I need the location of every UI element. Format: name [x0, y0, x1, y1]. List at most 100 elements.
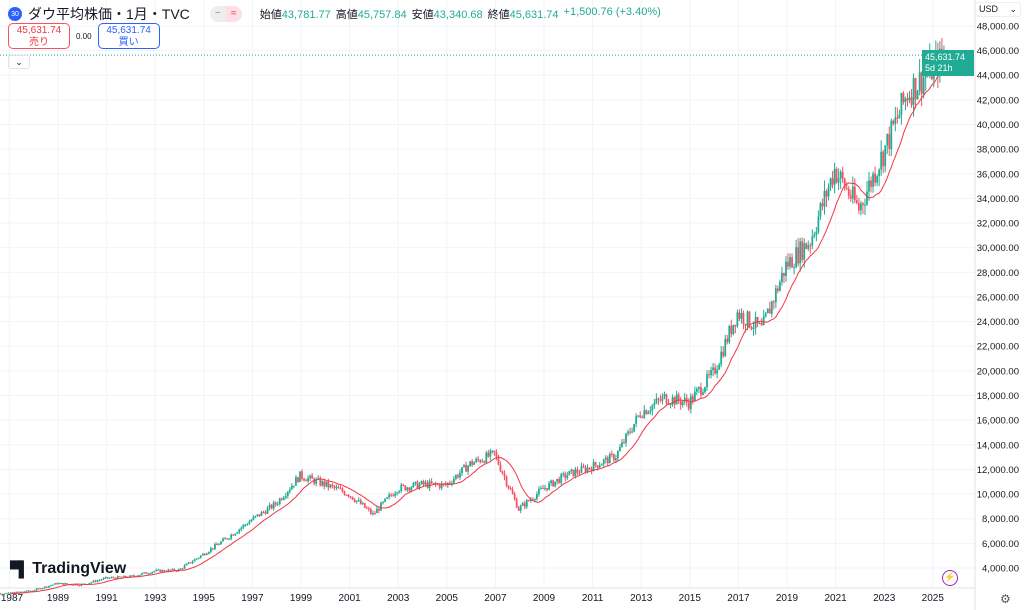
- candle-body: [284, 495, 287, 498]
- candle-body: [21, 591, 24, 593]
- candle-body: [351, 496, 354, 500]
- candle-body: [582, 466, 585, 468]
- y-tick-label: 8,000.00: [982, 514, 1019, 525]
- candle-body: [268, 504, 271, 508]
- candle-body: [920, 72, 923, 94]
- candle-body: [96, 580, 99, 582]
- candle-body: [758, 322, 761, 324]
- candle-body: [236, 532, 239, 534]
- trade-panel: 45,631.74 売り 0.00 45,631.74 買い: [8, 23, 160, 49]
- candle-body: [27, 590, 30, 592]
- candle-body: [900, 93, 903, 115]
- approx-icon[interactable]: ≈: [225, 6, 242, 22]
- lightning-icon[interactable]: ⚡: [942, 570, 958, 586]
- candle-body: [145, 572, 147, 574]
- tradingview-logo[interactable]: ▀▌ TradingView: [10, 560, 127, 578]
- candle-body: [246, 524, 249, 526]
- candle-body: [197, 557, 200, 559]
- candle-body: [264, 511, 267, 514]
- candle-body: [258, 514, 261, 516]
- last-price-label: 45,631.74 5d 21h: [922, 50, 974, 76]
- candle-body: [418, 484, 421, 489]
- symbol-title[interactable]: ダウ平均株価・1月・TVC: [28, 6, 190, 22]
- candle-body: [392, 495, 395, 497]
- candle-body: [805, 243, 808, 249]
- compare-toggle[interactable]: − ≈: [209, 6, 242, 22]
- candle-body: [835, 168, 838, 183]
- candle-body: [299, 471, 301, 482]
- candle-body: [710, 370, 712, 376]
- legend-header: 30 ダウ平均株価・1月・TVC − ≈ 始値43,781.77 高値45,757…: [8, 4, 661, 24]
- candle-body: [88, 583, 91, 585]
- candle-body: [47, 585, 50, 588]
- candle-body: [371, 512, 374, 514]
- y-tick-label: 22,000.00: [977, 342, 1019, 353]
- candle-body: [517, 507, 520, 511]
- candle-body: [712, 367, 714, 371]
- settings-gear-icon[interactable]: ⚙: [1000, 592, 1011, 606]
- candle-body: [817, 216, 820, 232]
- candle-body: [718, 364, 721, 370]
- candle-body: [149, 573, 152, 575]
- candle-body: [254, 515, 257, 517]
- candle-body: [548, 483, 550, 490]
- candle-body: [108, 577, 111, 579]
- buy-button[interactable]: 45,631.74 買い: [97, 23, 160, 49]
- candle-body: [783, 272, 785, 276]
- candle-body: [347, 494, 350, 497]
- collapse-legend-button[interactable]: ⌄: [8, 55, 30, 69]
- y-tick-label: 44,000.00: [977, 71, 1019, 82]
- candle-body: [768, 308, 771, 314]
- candle-body: [695, 388, 698, 392]
- candle-body: [303, 478, 305, 481]
- candle-body: [459, 472, 461, 478]
- candle-body: [862, 203, 864, 205]
- currency-select[interactable]: USD ⌄: [975, 2, 1021, 17]
- candle-body: [853, 186, 856, 201]
- candle-body: [382, 501, 384, 503]
- candle-body: [665, 394, 668, 404]
- candle-body: [809, 245, 812, 247]
- candle-body: [457, 475, 459, 478]
- candle-body: [100, 579, 103, 581]
- candle-body: [669, 404, 672, 406]
- candle-body: [408, 487, 411, 491]
- candle-body: [335, 487, 338, 489]
- candle-body: [776, 288, 779, 291]
- candle-body: [592, 462, 595, 472]
- y-tick-label: 42,000.00: [977, 95, 1019, 106]
- candle-body: [252, 516, 255, 520]
- candle-body: [651, 405, 654, 411]
- candle-body: [159, 569, 162, 572]
- candle-body: [797, 247, 800, 264]
- candle-body: [538, 488, 540, 495]
- candle-body: [94, 580, 97, 582]
- candle-body: [870, 180, 872, 187]
- candle-body: [924, 75, 927, 78]
- candle-body: [410, 487, 413, 491]
- candle-body: [732, 324, 735, 335]
- candle-body: [455, 475, 457, 479]
- candle-body: [114, 577, 117, 579]
- sell-button[interactable]: 45,631.74 売り: [8, 23, 70, 49]
- candle-body: [331, 484, 334, 486]
- candle-body: [438, 484, 441, 488]
- candle-body: [167, 569, 170, 572]
- candle-body: [19, 591, 22, 593]
- candle-body: [452, 478, 455, 484]
- candle-body: [448, 482, 451, 484]
- candle-body: [851, 186, 854, 199]
- candle-body: [266, 507, 269, 514]
- candle-body: [143, 572, 145, 574]
- candle-body: [700, 387, 702, 395]
- x-tick-label: 2009: [533, 593, 556, 604]
- candle-body: [191, 561, 194, 564]
- candle-body: [90, 582, 93, 584]
- candle-body: [288, 489, 291, 492]
- candle-body: [118, 576, 121, 578]
- minus-icon[interactable]: −: [209, 6, 226, 22]
- candle-body: [781, 272, 783, 282]
- candle-body: [207, 551, 210, 554]
- candle-body: [230, 534, 233, 539]
